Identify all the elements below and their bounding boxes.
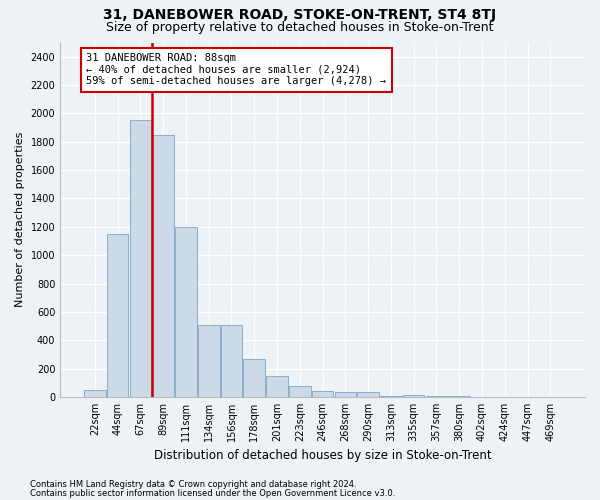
Bar [221, 324, 242, 397]
Bar [312, 392, 334, 397]
Text: Contains HM Land Registry data © Crown copyright and database right 2024.: Contains HM Land Registry data © Crown c… [30, 480, 356, 489]
Text: 31, DANEBOWER ROAD, STOKE-ON-TRENT, ST4 8TJ: 31, DANEBOWER ROAD, STOKE-ON-TRENT, ST4 … [103, 8, 497, 22]
Text: 31 DANEBOWER ROAD: 88sqm
← 40% of detached houses are smaller (2,924)
59% of sem: 31 DANEBOWER ROAD: 88sqm ← 40% of detach… [86, 53, 386, 86]
Bar [289, 386, 311, 397]
Y-axis label: Number of detached properties: Number of detached properties [15, 132, 25, 308]
Bar [448, 396, 470, 397]
Bar [198, 324, 220, 397]
Text: Size of property relative to detached houses in Stoke-on-Trent: Size of property relative to detached ho… [106, 22, 494, 35]
Bar [403, 395, 424, 397]
Bar [152, 134, 174, 397]
Bar [358, 392, 379, 397]
Bar [244, 358, 265, 397]
X-axis label: Distribution of detached houses by size in Stoke-on-Trent: Distribution of detached houses by size … [154, 450, 491, 462]
Bar [175, 227, 197, 397]
Bar [107, 234, 128, 397]
Bar [84, 390, 106, 397]
Bar [130, 120, 151, 397]
Bar [335, 392, 356, 397]
Bar [266, 376, 288, 397]
Bar [425, 396, 447, 397]
Text: Contains public sector information licensed under the Open Government Licence v3: Contains public sector information licen… [30, 488, 395, 498]
Bar [380, 396, 402, 397]
